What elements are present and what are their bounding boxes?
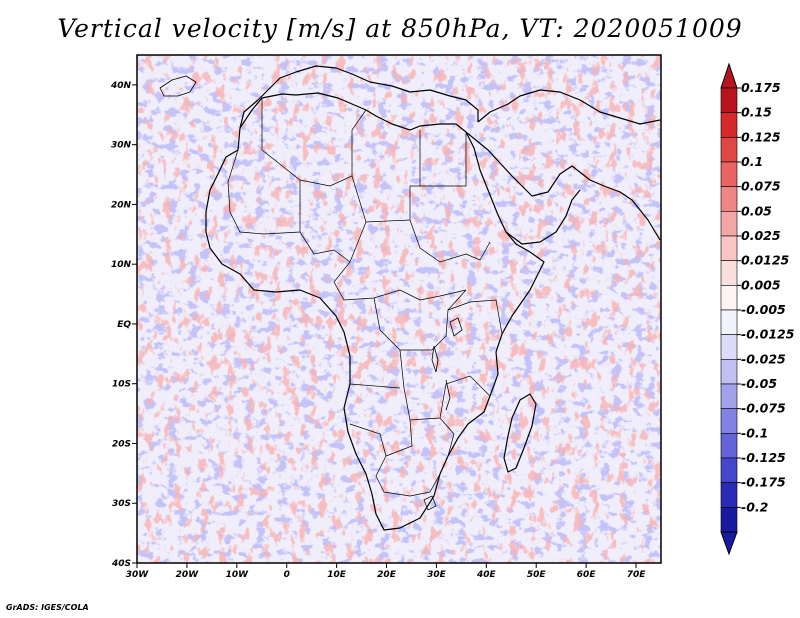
colorbar-label: 0.1 [741, 154, 763, 169]
colorbar-swatch [720, 408, 738, 434]
colorbar-label: -0.005 [741, 302, 786, 317]
x-tick-label: 60E [577, 570, 597, 580]
lakes [431, 317, 463, 411]
x-tick-label: 20W [176, 570, 200, 580]
y-axis: 40N 30N 20N 10N EQ 10S 20S 30S 40S [110, 81, 137, 569]
y-tick-label: 10N [111, 260, 132, 270]
map-field [137, 55, 661, 563]
colorbar-swatch [720, 507, 738, 533]
colorbar-swatch [720, 359, 738, 385]
colorbar-swatch [720, 383, 738, 409]
colorbar-swatch [720, 285, 738, 311]
colorbar-label: -0.075 [741, 401, 786, 416]
colorbar-label: -0.175 [741, 475, 786, 490]
colorbar-label: 0.075 [741, 179, 781, 194]
colorbar-label: 0.125 [741, 129, 781, 144]
colorbar-swatch [720, 433, 738, 459]
y-tick-label: 40S [111, 559, 131, 569]
colorbar-label: 0.005 [741, 277, 781, 292]
y-tick-label: 30S [112, 499, 131, 509]
map-frame [136, 54, 662, 564]
colorbar-label: 0.025 [741, 228, 781, 243]
colorbar-swatch [720, 137, 738, 163]
x-tick-label: 10W [226, 570, 250, 580]
colorbar-label: 0.0125 [741, 253, 790, 268]
colorbar-min-arrow [720, 531, 738, 556]
chart-title: Vertical velocity [m/s] at 850hPa, VT: 2… [57, 14, 743, 43]
colorbar-label: 0.15 [741, 105, 772, 120]
y-tick-label: 20N [111, 200, 132, 210]
colorbar-label: -0.2 [741, 499, 768, 514]
country-borders [227, 98, 503, 511]
colorbar-max-arrow [720, 62, 738, 89]
colorbar: 0.175 0.15 0.125 0.1 0.075 0.05 0.025 0.0125 0.0… [720, 62, 795, 556]
x-tick-label: 70E [627, 570, 647, 580]
colorbar-label: -0.025 [741, 351, 786, 366]
colorbar-label: -0.05 [741, 376, 777, 391]
colorbar-swatch [720, 235, 738, 261]
colorbar-swatch [720, 309, 738, 335]
colorbar-swatch [720, 87, 738, 113]
credit-text: GrADS: IGES/COLA [6, 603, 89, 612]
x-tick-label: 30W [126, 570, 150, 580]
colorbar-label: -0.0125 [741, 327, 795, 342]
colorbar-swatch [720, 334, 738, 360]
coastlines [159, 65, 661, 531]
x-tick-label: 10E [327, 570, 347, 580]
x-axis: 30W 20W 10W 0 10E 20E 30E 40E 50E 60E 70E [126, 563, 646, 580]
x-tick-label: 0 [284, 570, 290, 580]
colorbar-swatch [720, 260, 738, 286]
x-tick-label: 50E [527, 570, 547, 580]
x-tick-label: 40E [476, 570, 497, 580]
y-tick-label: 20S [112, 439, 131, 449]
y-tick-label: 10S [112, 380, 131, 390]
y-tick-label: EQ [117, 320, 131, 330]
colorbar-label: 0.05 [741, 203, 772, 218]
y-tick-label: 40N [110, 81, 132, 91]
colorbar-swatch [720, 161, 738, 187]
colorbar-swatch [720, 112, 738, 138]
colorbar-swatch [720, 186, 738, 212]
x-tick-label: 30E [427, 570, 447, 580]
colorbar-swatch [720, 457, 738, 483]
colorbar-label: -0.1 [741, 425, 768, 440]
colorbar-label: -0.125 [741, 450, 786, 465]
x-tick-label: 20E [377, 570, 397, 580]
colorbar-swatch [720, 211, 738, 237]
y-tick-label: 30N [111, 141, 132, 151]
colorbar-label: 0.175 [741, 80, 781, 95]
colorbar-swatch [720, 482, 738, 508]
